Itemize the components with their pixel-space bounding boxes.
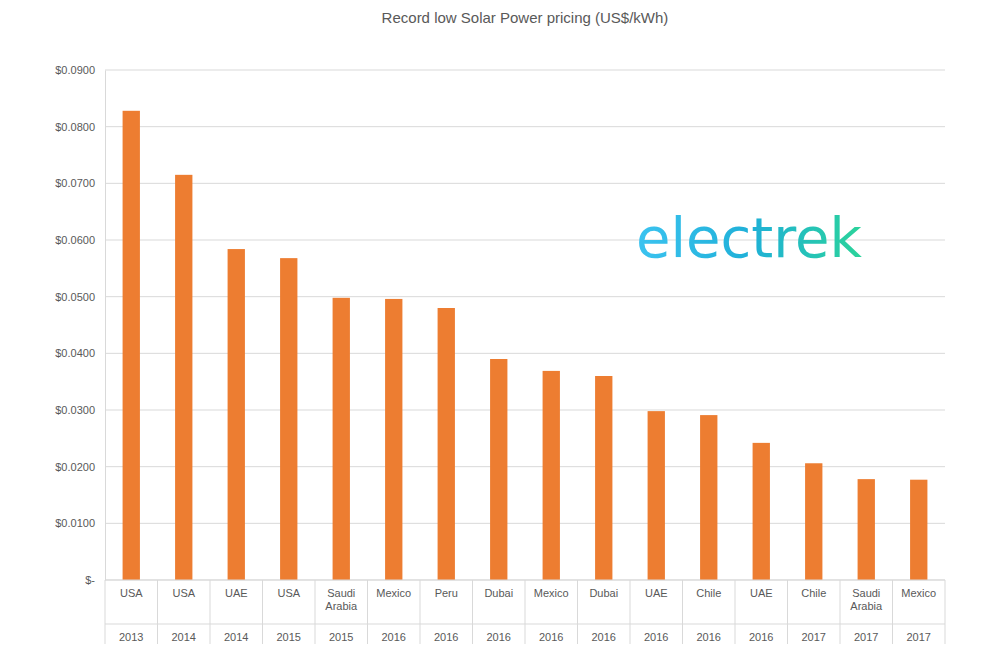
y-tick: $0.0100 [55,517,105,529]
x-group-label: 2013 [119,631,143,643]
x-group-label: 2014 [224,631,248,643]
grid [105,70,945,580]
bars [123,111,928,580]
y-tick-label: $0.0500 [55,291,95,303]
category-divider [840,580,841,644]
bar [543,371,560,580]
y-axis-line [105,71,106,581]
x-tick-label: USA [120,587,143,599]
y-tick: $- [85,574,105,586]
x-group-label: 2016 [434,631,458,643]
x-tick-label: Chile [801,587,826,599]
bar [595,376,612,580]
watermark: electrek [636,205,862,270]
y-tick-label: $0.0200 [55,461,95,473]
bar [333,298,350,580]
category-divider [787,580,788,644]
x-tick-label: USA [172,587,195,599]
category-divider [682,580,683,644]
x-tick-label: SaudiArabia [325,587,358,612]
category-divider [630,580,631,644]
y-tick-label: $0.0400 [55,347,95,359]
category-divider [157,580,158,644]
grid-line [105,70,945,71]
x-tick-label: Peru [435,587,458,599]
y-tick: $0.0800 [55,121,105,133]
y-tick: $0.0200 [55,461,105,473]
x-tick-label: USA [277,587,300,599]
y-tick-label: $0.0800 [55,121,95,133]
x-group-label: 2016 [749,631,773,643]
bar [385,299,402,580]
chart: $- $0.0100 $0.0200 $0.0300 $0.0400 $0.0500 $0.… [0,0,1000,649]
y-tick-label: $- [85,574,95,586]
x-group-label: 2016 [382,631,406,643]
y-tick-label: $0.0900 [55,64,95,76]
category-divider [945,580,946,644]
x-group-label: 2017 [854,631,878,643]
x-group-label: 2016 [487,631,511,643]
x-group-label: 2016 [644,631,668,643]
x-tick-label: Mexico [534,587,569,599]
bar [228,249,245,580]
y-axis: $- $0.0100 $0.0200 $0.0300 $0.0400 $0.0500 $0.… [55,64,105,586]
x-tick-label: Dubai [589,587,618,599]
x-axis: USA 2013 USA 2014 UAE 2014 USA 2015 SaudiArabia 2… [119,587,936,643]
category-divider [577,580,578,644]
y-tick: $0.0600 [55,234,105,246]
bar [175,175,192,580]
x-group-label: 2016 [592,631,616,643]
bar [753,443,770,580]
bar [910,480,927,580]
x-group-label: 2014 [172,631,196,643]
bar [700,415,717,580]
x-tick-label: Mexico [376,587,411,599]
x-group-label: 2016 [539,631,563,643]
y-tick: $0.0400 [55,347,105,359]
bar [123,111,140,580]
category-divider [420,580,421,644]
x-tick-label: UAE [750,587,773,599]
bar [648,411,665,580]
bar [858,479,875,580]
bar [490,359,507,580]
x-group-label: 2015 [277,631,301,643]
bar [280,258,297,580]
x-group-label: 2017 [802,631,826,643]
y-tick-label: $0.0600 [55,234,95,246]
category-divider [892,580,893,644]
category-divider [262,580,263,644]
grid-line [105,183,945,184]
x-tick-label: UAE [225,587,248,599]
x-group-label: 2017 [907,631,931,643]
x-tick-label: Dubai [484,587,513,599]
bar [438,308,455,580]
x-tick-label: UAE [645,587,668,599]
y-tick: $0.0500 [55,291,105,303]
y-tick: $0.0300 [55,404,105,416]
category-divider [315,580,316,644]
bar [805,463,822,580]
x-tick-label: Chile [696,587,721,599]
y-tick: $0.0700 [55,177,105,189]
category-dividers [105,580,945,644]
x-group-label: 2015 [329,631,353,643]
y-tick-label: $0.0700 [55,177,95,189]
category-divider [472,580,473,644]
y-tick-label: $0.0300 [55,404,95,416]
y-tick-label: $0.0100 [55,517,95,529]
y-tick: $0.0900 [55,64,105,76]
category-divider [525,580,526,644]
x-group-label: 2016 [697,631,721,643]
category-divider [105,580,106,644]
category-divider [367,580,368,644]
x-tick-label: Mexico [901,587,936,599]
category-level-divider [105,624,945,625]
x-tick-label: SaudiArabia [850,587,883,612]
title: Record low Solar Power pricing (US$/kWh) [382,9,669,26]
category-divider [210,580,211,644]
category-divider [735,580,736,644]
grid-line [105,126,945,127]
